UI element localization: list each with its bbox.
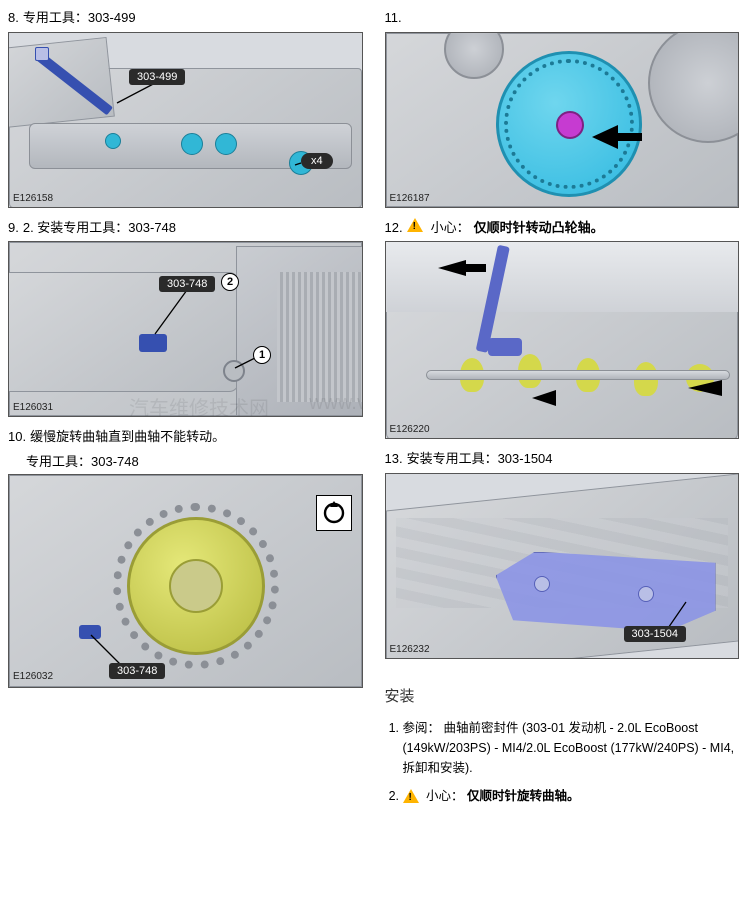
- figure-e126220: E126220: [385, 241, 740, 439]
- step-8-num: 8.: [8, 8, 19, 28]
- figure-e126032: 303-748 E126032: [8, 474, 363, 688]
- step-10-text: 缓慢旋转曲轴直到曲轴不能转动。: [30, 427, 225, 447]
- step-12-num: 12.: [385, 218, 403, 238]
- callout-303-748-b: 303-748: [109, 663, 165, 679]
- caution-icon: [407, 218, 423, 232]
- install-list: 参阅： 曲轴前密封件 (303-01 发动机 - 2.0L EcoBoost (…: [385, 718, 740, 814]
- caution-text-12: 仅顺时针转动凸轮轴。: [474, 218, 604, 238]
- section-install-title: 安装: [385, 685, 740, 706]
- ref1-text: 曲轴前密封件 (303-01 发动机 - 2.0L EcoBoost (149k…: [403, 721, 735, 775]
- figure-e126187: E126187: [385, 32, 740, 208]
- circle-2: 2: [221, 273, 239, 291]
- caution-text-2: 仅顺时针旋转曲轴。: [467, 789, 580, 803]
- step-13-text: 安装专用工具：303-1504: [407, 449, 553, 469]
- ref1-lead: 参阅：: [403, 721, 441, 735]
- step-10-num: 10.: [8, 427, 26, 447]
- circle-1: 1: [253, 346, 271, 364]
- figure-id-e126232: E126232: [390, 644, 430, 655]
- figure-e126232: 303-1504 E126232: [385, 473, 740, 659]
- step-9-num: 9.: [8, 218, 19, 238]
- caution-label-12: 小心：: [431, 218, 470, 238]
- figure-id-e126158: E126158: [13, 193, 53, 204]
- step-11: 11.: [385, 8, 740, 208]
- figure-id-e126032: E126032: [13, 671, 53, 682]
- caution-label-2: 小心：: [426, 789, 464, 803]
- callout-x4: x4: [301, 153, 333, 169]
- step-12: 12. 小心： 仅顺时针转动凸轮轴。: [385, 218, 740, 440]
- figure-id-e126220: E126220: [390, 424, 430, 435]
- install-item-2: 小心： 仅顺时针旋转曲轴。: [403, 786, 740, 806]
- step-13: 13. 安装专用工具：303-1504 303-1: [385, 449, 740, 659]
- install-item-1: 参阅： 曲轴前密封件 (303-01 发动机 - 2.0L EcoBoost (…: [403, 718, 740, 778]
- callout-303-748-a: 303-748: [159, 276, 215, 292]
- step-13-num: 13.: [385, 449, 403, 469]
- caution-icon-2: [403, 789, 419, 803]
- step-10: 10. 缓慢旋转曲轴直到曲轴不能转动。 专用工具：303-748: [8, 427, 363, 688]
- figure-e126158: 303-499 x4 E126158: [8, 32, 363, 208]
- figure-id-e126031: E126031: [13, 402, 53, 413]
- figure-e126031: 303-748 2 1 汽车维修技术网 www.vcwxjs.com E1260…: [8, 241, 363, 417]
- step-10-sub: 专用工具：303-748: [8, 451, 363, 470]
- step-9: 9. 2. 安装专用工具：303-748: [8, 218, 363, 418]
- callout-303-1504: 303-1504: [624, 626, 687, 642]
- step-8: 8. 专用工具：303-499: [8, 8, 363, 208]
- figure-id-e126187: E126187: [390, 193, 430, 204]
- step-11-num: 11.: [385, 8, 402, 28]
- step-8-text: 专用工具：303-499: [23, 8, 136, 28]
- step-9-text: 2. 安装专用工具：303-748: [23, 218, 176, 238]
